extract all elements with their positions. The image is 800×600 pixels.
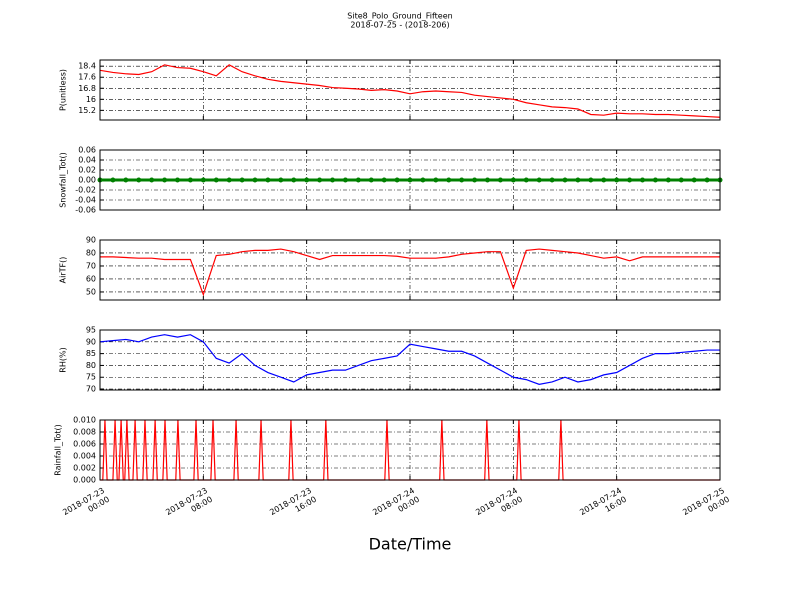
y-tick-label: 0.04 <box>78 156 96 165</box>
y-tick-label: 0.000 <box>73 476 96 485</box>
data-point <box>575 177 581 183</box>
y-tick-label: 80 <box>86 248 96 257</box>
y-tick-label: 0.004 <box>73 452 96 461</box>
y-tick-label: 0.02 <box>78 166 96 175</box>
plot-frame <box>99 239 721 301</box>
data-point <box>497 177 503 183</box>
y-tick-label: 80 <box>86 361 96 370</box>
y-tick-label: 17.6 <box>78 73 96 82</box>
y-tick-label: 0.00 <box>78 176 96 185</box>
y-tick-label: -0.06 <box>75 206 96 215</box>
data-point <box>187 177 193 183</box>
y-tick-label: 70 <box>86 261 96 270</box>
y-tick-label: 70 <box>86 385 96 394</box>
data-line <box>99 334 720 385</box>
data-point <box>304 177 310 183</box>
data-point <box>446 177 452 183</box>
data-point <box>278 177 284 183</box>
data-point <box>691 177 697 183</box>
data-point <box>368 177 374 183</box>
data-point <box>213 177 219 183</box>
data-point <box>614 177 620 183</box>
y-tick-label: 18.4 <box>78 62 96 71</box>
data-point <box>407 177 413 183</box>
data-point <box>342 177 348 183</box>
y-tick-label: 95 <box>86 326 96 335</box>
data-point <box>123 177 129 183</box>
y-axis-label: AirTF() <box>59 257 68 284</box>
data-point <box>588 177 594 183</box>
data-point <box>536 177 542 183</box>
y-axis-label: Snowfall_Tot() <box>59 152 68 208</box>
chart-subtitle: 2018-07-25 - (2018-206) <box>350 21 449 30</box>
data-point <box>291 177 297 183</box>
y-tick-label: -0.04 <box>75 196 96 205</box>
data-point <box>640 177 645 183</box>
y-tick-label: 60 <box>86 274 96 283</box>
data-point <box>562 177 568 183</box>
data-point <box>485 177 490 183</box>
y-tick-label: 16 <box>86 95 96 104</box>
y-tick-label: -0.02 <box>75 186 96 195</box>
y-tick-label: 85 <box>86 349 96 358</box>
data-point <box>330 177 335 183</box>
y-tick-label: 0.008 <box>73 428 96 437</box>
y-tick-label: 16.8 <box>78 84 96 93</box>
data-point <box>433 177 439 183</box>
chart-title: Site8_Polo_Ground_Fifteen <box>347 12 452 21</box>
data-point <box>652 177 658 183</box>
data-line <box>99 64 721 118</box>
data-point <box>226 177 232 183</box>
y-tick-label: 50 <box>86 287 96 296</box>
plot-frame <box>99 59 721 121</box>
y-tick-label: 0.006 <box>73 440 96 449</box>
data-line <box>100 248 720 297</box>
data-point <box>200 177 206 183</box>
plot-frame <box>99 419 721 481</box>
data-point <box>459 177 465 183</box>
plot-frame <box>99 149 721 211</box>
data-point <box>175 177 180 183</box>
data-point <box>381 177 387 183</box>
y-tick-label: 75 <box>86 373 96 382</box>
x-axis-label: Date/Time <box>369 535 452 554</box>
data-point <box>355 177 361 183</box>
data-point <box>704 177 710 183</box>
y-axis-label: Rainfall_Tot() <box>54 424 63 476</box>
data-point <box>665 177 671 183</box>
data-point <box>472 177 478 183</box>
data-point <box>510 177 516 183</box>
data-point <box>149 177 155 183</box>
data-point <box>601 177 607 183</box>
data-point <box>549 177 555 183</box>
data-point <box>136 177 142 183</box>
data-point <box>420 177 426 183</box>
data-point <box>678 177 684 183</box>
plot-frame <box>99 329 721 391</box>
data-point <box>317 177 323 183</box>
data-point <box>110 177 116 183</box>
y-axis-label: RH(%) <box>59 347 68 372</box>
data-point <box>162 177 168 183</box>
y-tick-label: 90 <box>86 236 96 245</box>
data-point <box>627 177 633 183</box>
y-tick-label: 0.010 <box>73 416 96 425</box>
data-point <box>239 177 245 183</box>
data-point <box>252 177 258 183</box>
data-point <box>265 177 271 183</box>
y-tick-label: 15.2 <box>78 106 96 115</box>
data-point <box>394 177 400 183</box>
y-tick-label: 90 <box>86 337 96 346</box>
y-tick-label: 0.06 <box>78 146 96 155</box>
data-point <box>523 177 529 183</box>
y-axis-label: P(unitless) <box>59 69 68 111</box>
y-tick-label: 0.002 <box>73 464 96 473</box>
